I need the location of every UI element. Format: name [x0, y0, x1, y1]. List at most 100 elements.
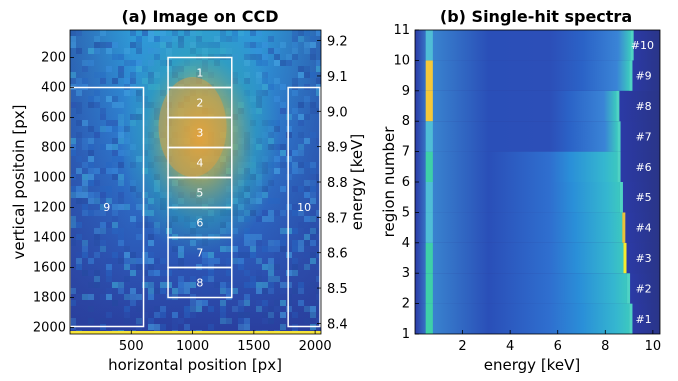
- spectrum-row-9: [415, 60, 660, 91]
- ccd-energy-ticks: 9.2 9.1 9.0 8.9 8.8 8.7 8.6 8.5 8.4: [317, 35, 348, 332]
- spectrum-row-5: [415, 182, 660, 213]
- ccd-energy-tick: 9.2: [327, 35, 348, 50]
- ccd-y-tick: 2000: [33, 321, 66, 336]
- edge-peak-7: [617, 121, 621, 152]
- panel-b: (b) Single-hit spectra #1#2#3#4#5#6#7#8#…: [380, 7, 661, 374]
- low-energy-band-3: [425, 242, 433, 274]
- edge-peak-6: [617, 151, 621, 182]
- ccd-y-tick: 1200: [33, 201, 66, 216]
- region-label-2: 2: [196, 97, 203, 110]
- ccd-energy-tick: 9.0: [327, 105, 348, 120]
- ccd-y-tick: 1400: [33, 231, 66, 246]
- region-label-10: 10: [297, 201, 311, 214]
- region-label-1: 1: [196, 67, 203, 80]
- spectrum-row-8: [415, 90, 660, 122]
- panel-a: (a) Image on CCD 1 2 3 4 5 6 7 8 9 10 500 1000 1500…: [10, 7, 366, 374]
- ccd-y-tick: 1800: [33, 291, 66, 306]
- region-label-6: 6: [196, 217, 203, 230]
- spectra-y-tick: 9: [402, 84, 410, 99]
- low-energy-band-4: [425, 212, 433, 243]
- ccd-y-tick: 200: [41, 51, 66, 66]
- spectrum-row-10: [415, 30, 660, 61]
- low-energy-band-10: [425, 30, 433, 61]
- region-box-8: [167, 266, 233, 299]
- spectra-y-tick: 7: [402, 145, 410, 160]
- spectra-y-ticks: 1 2 3 4 5 6 7 8 9 10 11: [393, 23, 419, 342]
- region-label-8: 8: [196, 277, 203, 290]
- spectra-x-tick: 4: [506, 339, 514, 354]
- ccd-energy-tick: 9.1: [327, 70, 348, 85]
- spectrum-row-1: [415, 303, 660, 334]
- ccd-x-ticks: 500 1000 1500 2000: [69, 29, 332, 354]
- spectra-y-tick: 3: [402, 266, 410, 281]
- row-label-8: #8: [635, 100, 651, 113]
- spectrum-row-2: [415, 273, 660, 304]
- region-box-10: [287, 86, 321, 328]
- spectra-y-tick: 4: [402, 236, 410, 251]
- ccd-regions: 1 2 3 4 5 6 7 8 9 10: [69, 56, 321, 328]
- row-label-9: #9: [635, 70, 651, 83]
- edge-peak-3: [623, 242, 627, 274]
- region-label-5: 5: [196, 187, 203, 200]
- ccd-energy-tick: 8.7: [327, 211, 348, 226]
- spectra-x-tick: 10: [645, 339, 662, 354]
- row-label-4: #4: [635, 222, 651, 235]
- ccd-y-tick: 400: [41, 81, 66, 96]
- region-label-7: 7: [196, 247, 203, 260]
- low-energy-band-9: [425, 60, 433, 91]
- low-energy-band-6: [425, 151, 433, 182]
- ccd-hot-spot: [119, 30, 280, 257]
- ccd-hot-core: [158, 76, 227, 177]
- ccd-y-tick: 1600: [33, 261, 66, 276]
- panel-b-title: (b) Single-hit spectra: [440, 7, 632, 26]
- ccd-energy-tick: 8.9: [327, 141, 348, 156]
- ccd-energy-label: energy [keV]: [348, 134, 366, 230]
- region-label-3: 3: [196, 127, 203, 140]
- spectra-y-tick: 10: [393, 53, 410, 68]
- spectrum-row-7: [415, 121, 660, 152]
- ccd-energy-tick: 8.4: [327, 317, 348, 332]
- panel-a-title: (a) Image on CCD: [121, 7, 278, 26]
- ccd-y-tick: 800: [41, 141, 66, 156]
- row-label-3: #3: [635, 252, 651, 265]
- spectrum-row-4: [415, 212, 660, 243]
- region-label-9: 9: [103, 201, 110, 214]
- row-label-1: #1: [635, 313, 651, 326]
- ccd-energy-tick: 8.8: [327, 176, 348, 191]
- row-label-10: #10: [631, 39, 654, 52]
- edge-peak-8: [616, 90, 620, 122]
- spectra-image: #1 #2 #3 #4 #5 #6 #7 #8 #9 #10: [415, 30, 660, 334]
- row-label-5: #5: [635, 191, 651, 204]
- low-energy-band-7: [425, 121, 433, 152]
- ccd-edge-line: [70, 331, 321, 334]
- ccd-y-ticks: 200 400 600 800 1000 1200 1400 1600 1800 2000: [33, 51, 74, 336]
- ccd-y-tick: 1000: [33, 171, 66, 186]
- low-energy-band-8: [425, 90, 433, 122]
- ccd-x-tick: 2000: [299, 339, 332, 354]
- edge-peak-5: [619, 182, 623, 213]
- spectra-y-tick: 1: [402, 327, 410, 342]
- spectra-x-tick: 8: [601, 339, 609, 354]
- edge-peak-10: [630, 30, 634, 61]
- row-label-6: #6: [635, 161, 651, 174]
- ccd-x-label: horizontal position [px]: [108, 356, 282, 374]
- spectrum-row-3: [415, 242, 660, 274]
- spectra-x-label: energy [keV]: [484, 356, 580, 374]
- row-label-2: #2: [635, 282, 651, 295]
- low-energy-band-2: [425, 273, 433, 304]
- spectra-y-tick: 2: [402, 297, 410, 312]
- edge-peak-1: [629, 303, 633, 334]
- spectra-y-label: region number: [380, 126, 398, 238]
- ccd-energy-tick: 8.5: [327, 282, 348, 297]
- region-label-4: 4: [196, 157, 203, 170]
- spectra-y-tick: 11: [393, 23, 410, 38]
- ccd-x-tick: 1500: [237, 339, 270, 354]
- spectra-y-tick: 5: [402, 205, 410, 220]
- ccd-x-tick: 1000: [176, 339, 209, 354]
- edge-peak-2: [627, 273, 631, 304]
- ccd-y-tick: 600: [41, 111, 66, 126]
- edge-peak-9: [629, 60, 633, 91]
- row-label-7: #7: [635, 130, 651, 143]
- spectrum-row-6: [415, 151, 660, 182]
